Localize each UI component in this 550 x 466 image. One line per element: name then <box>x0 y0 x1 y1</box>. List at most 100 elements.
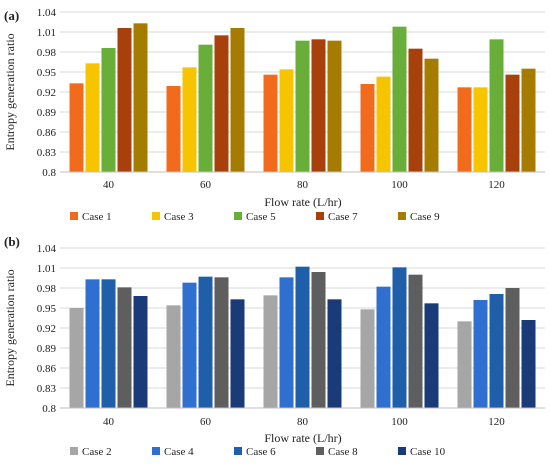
bar <box>117 28 132 172</box>
y-tick-label: 0.95 <box>37 303 57 315</box>
x-tick-label: 60 <box>200 416 212 428</box>
bar <box>295 40 310 172</box>
bar <box>505 288 520 408</box>
bar <box>376 76 391 172</box>
bar <box>117 287 132 408</box>
x-axis-label: Flow rate (L/hr) <box>264 431 341 445</box>
bar <box>505 74 520 172</box>
x-tick-label: 100 <box>391 416 408 428</box>
y-tick-label: 0.89 <box>37 107 57 119</box>
bar <box>214 277 229 408</box>
bar <box>457 87 472 172</box>
bar <box>521 320 536 408</box>
bar <box>327 299 342 408</box>
bar <box>133 296 148 408</box>
legend-swatch <box>316 447 324 455</box>
legend-swatch <box>398 447 406 455</box>
y-tick-label: 0.98 <box>37 47 57 59</box>
legend-entry: Case 2 <box>82 446 112 458</box>
bar <box>230 299 245 408</box>
y-tick-label: 0.83 <box>37 147 57 159</box>
bar <box>166 305 181 408</box>
y-axis-label: Entropy generation ratio <box>3 33 17 150</box>
bar <box>279 69 294 172</box>
y-tick-label: 0.86 <box>37 127 57 139</box>
bar <box>101 279 116 408</box>
bar <box>230 28 245 172</box>
bar <box>182 282 197 408</box>
y-tick-label: 1.04 <box>37 7 57 19</box>
y-tick-label: 1.04 <box>37 243 57 255</box>
y-tick-label: 0.8 <box>42 403 56 415</box>
x-tick-label: 120 <box>488 179 505 191</box>
y-axis-label: Entropy generation ratio <box>3 269 17 386</box>
legend-swatch <box>152 447 160 455</box>
legend-entry: Case 1 <box>82 211 112 223</box>
legend-entry: Case 3 <box>164 211 194 223</box>
legend-entry: Case 9 <box>410 211 440 223</box>
bar <box>473 300 488 408</box>
panel-label: (a) <box>4 8 19 23</box>
bar <box>166 86 181 172</box>
bar <box>311 272 326 408</box>
legend-entry: Case 4 <box>164 446 194 458</box>
y-tick-label: 0.95 <box>37 67 57 79</box>
bar <box>85 63 100 173</box>
legend-swatch <box>70 212 78 220</box>
bar <box>198 276 213 408</box>
bar <box>457 321 472 408</box>
legend-swatch <box>152 212 160 220</box>
bar <box>360 309 375 408</box>
bar <box>408 48 423 172</box>
bar <box>263 74 278 172</box>
bar <box>295 266 310 408</box>
bar <box>392 267 407 408</box>
panel-label: (b) <box>4 234 20 249</box>
legend-swatch <box>316 212 324 220</box>
bar <box>489 39 504 173</box>
y-tick-label: 0.86 <box>37 363 57 375</box>
bar <box>521 68 536 172</box>
bar <box>198 44 213 172</box>
x-tick-label: 40 <box>103 179 115 191</box>
bar <box>214 35 229 173</box>
y-tick-label: 1.01 <box>37 27 56 39</box>
y-tick-label: 0.89 <box>37 343 57 355</box>
x-tick-label: 80 <box>297 179 309 191</box>
bar <box>311 39 326 173</box>
y-tick-label: 1.01 <box>37 263 56 275</box>
bar <box>424 58 439 172</box>
bar <box>376 286 391 408</box>
legend-entry: Case 8 <box>328 446 358 458</box>
bar <box>101 48 116 172</box>
x-tick-label: 60 <box>200 179 212 191</box>
legend-swatch <box>234 447 242 455</box>
bar <box>489 294 504 408</box>
bar <box>360 84 375 172</box>
x-tick-label: 40 <box>103 416 115 428</box>
bar <box>279 277 294 408</box>
legend-swatch <box>398 212 406 220</box>
legend-swatch <box>234 212 242 220</box>
y-tick-label: 0.92 <box>37 323 56 335</box>
y-tick-label: 0.83 <box>37 383 57 395</box>
y-tick-label: 0.98 <box>37 283 57 295</box>
bar <box>424 303 439 408</box>
bar <box>408 274 423 408</box>
x-tick-label: 120 <box>488 416 505 428</box>
legend-entry: Case 5 <box>246 211 276 223</box>
bar <box>392 26 407 172</box>
bar <box>85 279 100 408</box>
bar <box>327 40 342 172</box>
bar <box>69 83 84 172</box>
x-tick-label: 80 <box>297 416 309 428</box>
y-tick-label: 0.8 <box>42 167 56 179</box>
bar <box>182 67 197 172</box>
x-axis-label: Flow rate (L/hr) <box>264 195 341 209</box>
legend-entry: Case 10 <box>410 446 446 458</box>
bar <box>263 295 278 408</box>
legend-entry: Case 6 <box>246 446 276 458</box>
bar <box>473 87 488 172</box>
